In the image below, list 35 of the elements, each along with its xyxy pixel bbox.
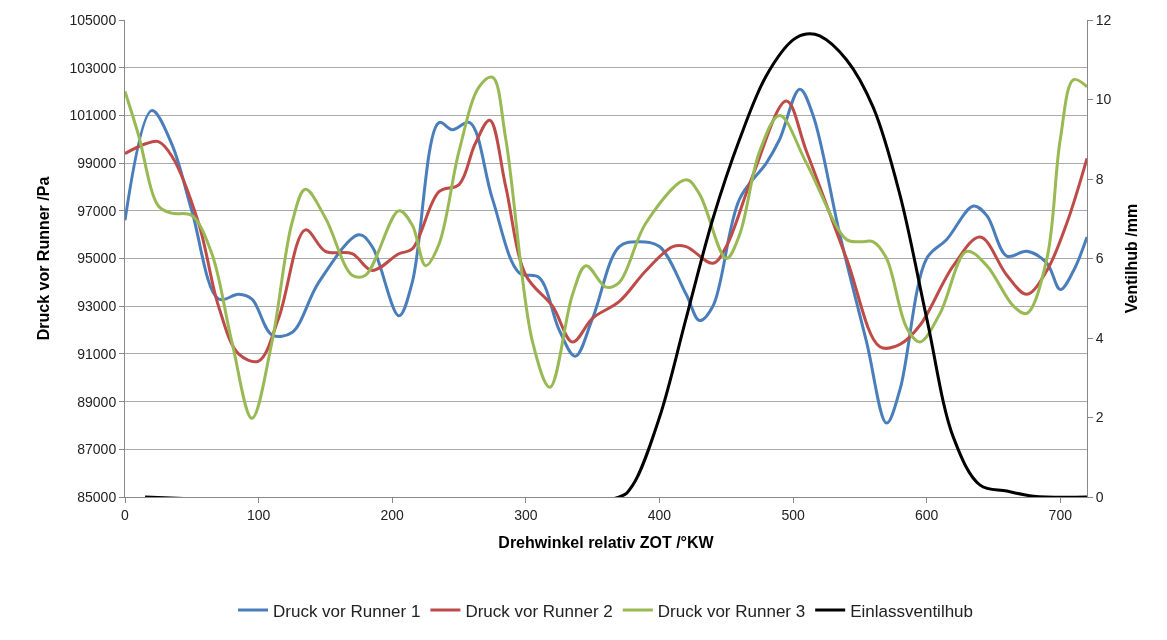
legend-label: Druck vor Runner 1 <box>273 601 421 621</box>
y2-tick-label: 0 <box>1095 488 1104 505</box>
y-tick-label: 87000 <box>77 441 117 458</box>
y2-axis-title: Ventilhub /mm <box>1123 203 1141 314</box>
y-axis-title: Druck vor Runner /Pa <box>35 176 53 341</box>
line-series <box>125 99 1087 363</box>
y-tick-label: 93000 <box>77 298 117 315</box>
x-tick-label: 400 <box>647 506 672 523</box>
x-tick-label: 100 <box>246 506 271 523</box>
y-tick-label: 95000 <box>77 250 117 267</box>
y2-tick-label: 2 <box>1095 409 1104 426</box>
line-series <box>143 32 1087 497</box>
y2-tick-label: 4 <box>1095 329 1104 346</box>
y2-tick-label: 6 <box>1095 250 1104 267</box>
y-tick-label: 99000 <box>77 155 117 171</box>
y2-tick-label: 10 <box>1095 91 1112 108</box>
y-tick-label: 85000 <box>77 488 117 505</box>
x-tick-label: 600 <box>914 506 939 523</box>
x-tick-label: 200 <box>380 506 405 523</box>
y-tick-label: 103000 <box>69 59 117 76</box>
y-tick-label: 91000 <box>77 345 117 362</box>
x-tick-label: 700 <box>1048 506 1073 523</box>
legend-label: Druck vor Runner 3 <box>657 601 806 621</box>
x-tick-label: 300 <box>514 506 538 523</box>
y2-tick-label: 8 <box>1095 170 1104 187</box>
y-tick-label: 105000 <box>69 11 117 28</box>
y-tick-label: 101000 <box>69 107 117 124</box>
x-tick-label: 500 <box>781 506 805 523</box>
x-tick-label: 0 <box>121 506 130 523</box>
y2-tick-label: 12 <box>1095 11 1112 28</box>
x-axis-title: Drehwinkel relativ ZOT /°KW <box>498 534 715 552</box>
y-tick-label: 89000 <box>77 393 117 410</box>
legend-label: Druck vor Runner 2 <box>465 601 613 621</box>
legend-label: Einlassventilhub <box>850 601 974 621</box>
y-tick-label: 97000 <box>77 202 117 219</box>
